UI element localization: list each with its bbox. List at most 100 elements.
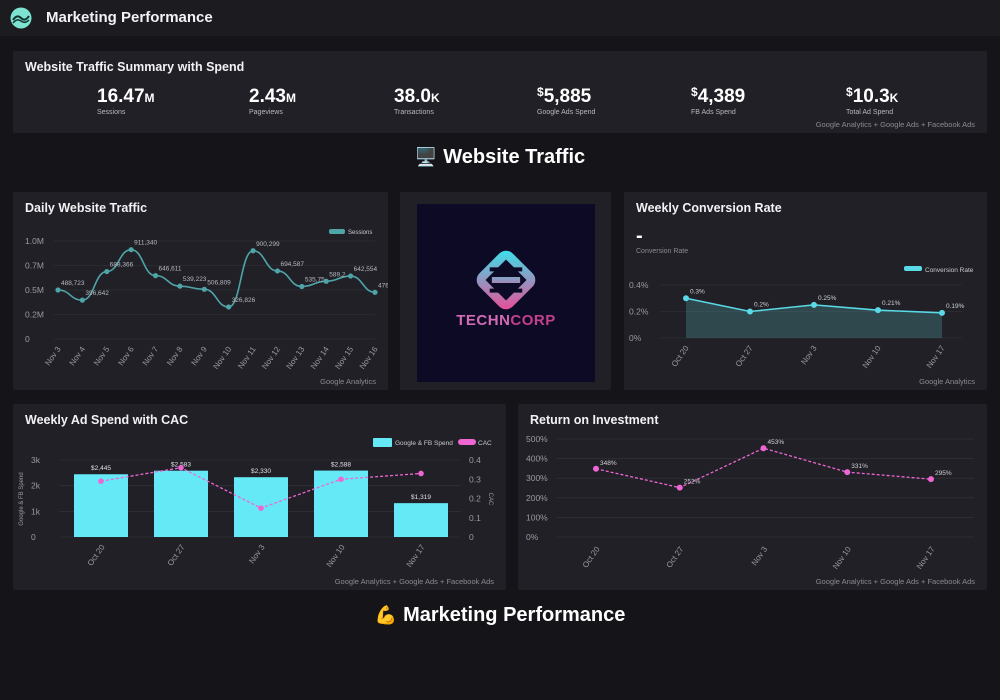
- panel-source: Google Analytics + Google Ads + Facebook…: [815, 577, 975, 586]
- x-tick-label: Nov 3: [799, 344, 819, 367]
- x-tick-label: Oct 20: [86, 543, 107, 568]
- bar-label: $2,330: [251, 468, 271, 475]
- data-point: [250, 248, 256, 254]
- spend-bar: [154, 470, 208, 537]
- panel-title: Weekly Ad Spend with CAC: [25, 413, 189, 427]
- data-label: 646,611: [159, 266, 182, 273]
- data-label: 694,587: [280, 261, 304, 268]
- panel-title: Return on Investment: [530, 413, 659, 427]
- y-tick-label: 100%: [526, 512, 548, 522]
- kpi-label: Google Ads Spend: [537, 109, 596, 116]
- y2-tick-label: 0.3: [469, 474, 481, 484]
- data-label: 331%: [851, 463, 868, 470]
- roi-line: [595, 447, 932, 489]
- bar-label: $2,445: [91, 465, 111, 472]
- data-label: 0.2%: [754, 302, 769, 309]
- ad-spend-chart: 0 1k 2k 3k 0 0.1 0.2 0.3 0.4 Google & FB Spend CAC…: [19, 438, 493, 569]
- x-tick-label: Nov 8: [165, 345, 185, 368]
- data-label: 396,642: [85, 290, 109, 297]
- data-label: 539,223: [183, 276, 207, 283]
- data-point: [128, 247, 134, 253]
- kpi-prefix: $: [691, 85, 698, 99]
- summary-source: Google Analytics + Google Ads + Facebook…: [815, 120, 975, 129]
- y-tick-label: 0: [31, 532, 36, 542]
- data-label: 535,75: [305, 276, 325, 283]
- panel-title: Weekly Conversion Rate: [636, 201, 782, 215]
- y-tick-label: 0%: [629, 333, 642, 343]
- x-tick-label: Nov 9: [190, 345, 210, 368]
- data-label: 295%: [935, 470, 952, 477]
- y-tick-label: 1k: [31, 506, 41, 516]
- data-point: [79, 297, 85, 303]
- bar-label: $1,319: [411, 494, 431, 501]
- roi-point: [593, 465, 599, 472]
- panel-source: Google Analytics: [320, 377, 376, 386]
- data-label: 642,554: [354, 266, 378, 273]
- section-label: Website Traffic: [443, 146, 586, 168]
- x-tick-label: Nov 17: [925, 344, 947, 370]
- x-tick-label: Nov 3: [750, 545, 770, 568]
- top-bar: Marketing Performance: [0, 0, 1000, 36]
- x-tick-label: Nov 3: [247, 543, 267, 566]
- x-tick-label: Nov 10: [211, 345, 233, 371]
- roi-point: [928, 476, 934, 483]
- kpi-label: Total Ad Spend: [846, 109, 894, 116]
- x-tick-label: Nov 17: [915, 545, 937, 571]
- legend-label: Google & FB Spend: [395, 440, 453, 447]
- daily-traffic-chart: 0 0.2M 0.5M 0.7M 1.0M 488,723 Nov 3 396,642 Nov …: [25, 229, 388, 371]
- x-tick-label: Oct 27: [166, 543, 187, 568]
- y-tick-label: 3k: [31, 455, 41, 465]
- x-tick-label: Nov 16: [358, 345, 380, 371]
- y-tick-label: 400%: [526, 454, 548, 464]
- data-label: 0.25%: [818, 295, 837, 302]
- data-point: [201, 286, 207, 292]
- conversion-area: [686, 298, 942, 338]
- kpi-value: 38.0: [394, 86, 431, 107]
- data-label: 348%: [600, 460, 617, 467]
- roi-chart: 0% 100% 200% 300% 400% 500% 348% Oct 20 252% Oct …: [526, 434, 974, 571]
- x-tick-label: Nov 6: [116, 345, 136, 368]
- data-label: 326,826: [232, 297, 256, 304]
- data-label: 506,809: [207, 279, 231, 286]
- y-tick-label: 200%: [526, 493, 548, 503]
- data-point: [226, 304, 232, 310]
- panel-source: Google Analytics + Google Ads + Facebook…: [334, 577, 494, 586]
- kpi-value: 5,885: [543, 86, 592, 107]
- data-label: 488,723: [61, 280, 85, 287]
- x-tick-label: Nov 5: [92, 345, 112, 368]
- x-tick-label: Oct 20: [670, 344, 691, 369]
- y-tick-label: 500%: [526, 434, 548, 444]
- kpi-value: 16.47: [97, 86, 145, 107]
- x-tick-label: Nov 11: [236, 345, 258, 371]
- conversion-big-value: -: [636, 225, 643, 247]
- kpi-suffix: K: [889, 91, 899, 105]
- data-point: [274, 268, 281, 274]
- kpi-prefix: $: [537, 85, 544, 99]
- company-logo: TECHNCORP: [417, 204, 595, 382]
- app-title: Marketing Performance: [46, 9, 213, 26]
- legend-swatch: [458, 439, 476, 445]
- kpi-label: FB Ads Spend: [691, 109, 736, 116]
- data-point: [811, 301, 817, 308]
- conversion-panel: Weekly Conversion Rate - Conversion Rate…: [624, 192, 987, 390]
- data-point: [299, 283, 305, 290]
- kpi-google-ads-spend: $5,885 Google Ads Spend: [537, 81, 595, 116]
- data-label: 688,366: [110, 262, 134, 269]
- data-point: [177, 283, 183, 289]
- data-point: [55, 287, 61, 293]
- data-label: 476,54: [378, 282, 388, 289]
- kpi-value: 4,389: [697, 86, 746, 107]
- spend-bar: [74, 474, 128, 537]
- data-label: 252%: [684, 479, 701, 486]
- sessions-line: [57, 248, 376, 308]
- dashboard-logo-icon[interactable]: [10, 7, 32, 29]
- y-tick-label: 300%: [526, 473, 548, 483]
- data-point: [747, 308, 753, 315]
- kpi-suffix: K: [430, 91, 440, 105]
- y-tick-label: 0%: [526, 532, 539, 542]
- kpi-suffix: M: [144, 91, 155, 105]
- x-tick-label: Nov 15: [333, 345, 355, 371]
- y2-tick-label: 0.1: [469, 513, 481, 523]
- x-tick-label: Nov 10: [325, 543, 347, 569]
- data-label: 453%: [768, 439, 785, 446]
